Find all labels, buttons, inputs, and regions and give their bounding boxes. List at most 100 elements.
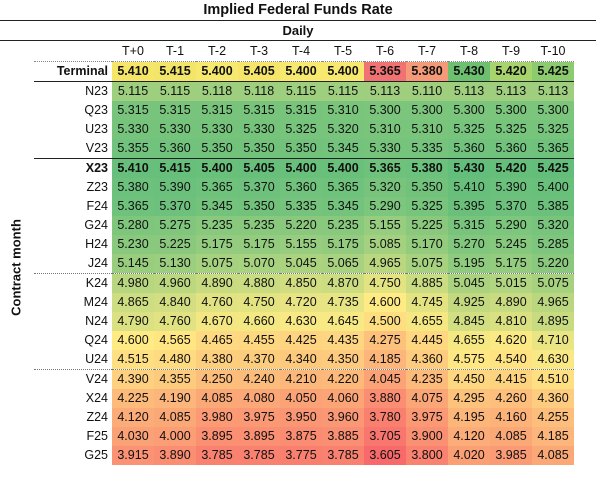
column-header-row: T+0 T-1 T-2 T-3 T-4 T-5 T-6 T-7 T-8 T-9 T-10 (34, 42, 574, 62)
rate-cell: 4.885 (406, 273, 448, 293)
rate-cell: 4.190 (154, 389, 196, 408)
rate-cell: 5.315 (448, 216, 490, 235)
rate-cell: 5.325 (448, 120, 490, 139)
rate-cell: 4.085 (154, 408, 196, 427)
rate-cell: 5.330 (238, 120, 280, 139)
column-header-t9: T-9 (490, 42, 532, 62)
rate-cell: 5.400 (280, 158, 322, 178)
rate-cell: 4.255 (532, 408, 574, 427)
rate-cell: 5.350 (196, 139, 238, 159)
rate-cell: 5.045 (280, 254, 322, 274)
rate-cell: 5.350 (238, 197, 280, 216)
row-label: Terminal (34, 61, 112, 82)
table-row-f25: F25 4.030 4.000 3.895 3.895 3.875 3.885 3.705 3.… (34, 427, 574, 446)
rate-cell: 5.118 (238, 81, 280, 101)
table-row-q24: Q24 4.600 4.565 4.465 4.455 4.425 4.435 4.275 4.… (34, 331, 574, 350)
rate-cell: 5.380 (406, 158, 448, 178)
row-label: H24 (85, 237, 108, 251)
rate-cell: 5.365 (112, 197, 154, 216)
rate-cell: 5.235 (196, 216, 238, 235)
rate-cell: 4.120 (112, 408, 154, 427)
rate-cell: 4.050 (280, 389, 322, 408)
rate-cell: 5.075 (196, 254, 238, 274)
rate-cell: 4.240 (238, 369, 280, 389)
rate-cell: 4.540 (490, 350, 532, 370)
rate-cell: 4.085 (196, 389, 238, 408)
rate-cell: 4.360 (532, 389, 574, 408)
rate-cell: 5.400 (322, 61, 364, 82)
rate-cell: 4.500 (364, 312, 406, 331)
rate-cell: 4.600 (112, 331, 154, 350)
rate-cell: 4.655 (448, 331, 490, 350)
table-row-n23: N23 5.115 5.115 5.118 5.118 5.115 5.115 5.113 5.… (34, 81, 574, 101)
rate-cell: 4.195 (448, 408, 490, 427)
rate-cell: 3.880 (364, 389, 406, 408)
rate-cell: 3.785 (196, 446, 238, 465)
rate-cell: 5.115 (154, 81, 196, 101)
row-label: K24 (34, 273, 112, 293)
rate-cell: 5.045 (448, 273, 490, 293)
column-header-t10: T-10 (532, 42, 574, 62)
rate-cell: 4.295 (448, 389, 490, 408)
rate-cell: 5.175 (196, 235, 238, 254)
rate-cell: 5.195 (448, 254, 490, 274)
rate-cell: 5.155 (364, 216, 406, 235)
title-divider (0, 20, 596, 21)
rate-cell: 4.750 (364, 273, 406, 293)
rate-cell: 5.430 (448, 158, 490, 178)
rate-cell: 4.370 (238, 350, 280, 370)
rate-cell: 3.975 (406, 408, 448, 427)
rate-cell: 4.810 (490, 312, 532, 331)
rate-cell: 4.445 (406, 331, 448, 350)
rate-cell: 5.230 (112, 235, 154, 254)
rate-cell: 4.895 (532, 312, 574, 331)
rate-cell: 5.360 (490, 139, 532, 159)
rate-cell: 3.875 (280, 427, 322, 446)
column-header-t2: T-2 (196, 42, 238, 62)
rate-cell: 5.360 (448, 139, 490, 159)
table-row-terminal: Terminal 5.410 5.415 5.400 5.405 5.400 5.400 5.… (34, 61, 574, 82)
rate-cell: 5.415 (154, 61, 196, 82)
rate-cell: 4.980 (112, 273, 154, 293)
row-label: Q23 (84, 103, 108, 117)
rate-cell: 4.735 (322, 293, 364, 312)
row-label: N23 (85, 84, 108, 98)
rate-cell: 5.405 (238, 158, 280, 178)
rate-cell: 5.365 (364, 61, 406, 82)
rate-cell: 3.605 (364, 446, 406, 465)
rate-cell: 5.325 (280, 120, 322, 139)
table-row-j24: J24 5.145 5.130 5.075 5.070 5.045 5.065 4.965 5.… (34, 254, 574, 274)
rate-cell: 5.290 (490, 216, 532, 235)
row-label: F24 (86, 199, 108, 213)
rate-cell: 4.250 (196, 369, 238, 389)
y-axis-label: Contract month (8, 219, 24, 316)
rate-cell: 5.330 (196, 120, 238, 139)
rate-cell: 4.360 (406, 350, 448, 370)
table-row-v24: V24 4.390 4.355 4.250 4.240 4.210 4.220 4.045 4.… (34, 369, 574, 389)
rate-cell: 5.315 (154, 101, 196, 120)
rate-cell: 4.030 (112, 427, 154, 446)
rate-cell: 4.340 (280, 350, 322, 370)
rate-cell: 5.320 (532, 216, 574, 235)
rate-cell: 5.345 (322, 197, 364, 216)
rate-cell: 5.330 (364, 139, 406, 159)
rate-cell: 5.365 (364, 158, 406, 178)
rate-cell: 4.060 (322, 389, 364, 408)
rate-cell: 4.760 (154, 312, 196, 331)
rate-cell: 5.365 (532, 139, 574, 159)
row-label: U24 (85, 352, 108, 366)
rate-cell: 5.325 (532, 120, 574, 139)
table-row-x23: X23 5.410 5.415 5.400 5.405 5.400 5.400 5.365 5.… (34, 158, 574, 178)
rate-cell: 5.113 (364, 81, 406, 101)
rate-cell: 4.080 (238, 389, 280, 408)
table-row-k24: K24 4.980 4.960 4.890 4.880 4.850 4.870 4.750 4.… (34, 273, 574, 293)
rate-cell: 5.115 (112, 81, 154, 101)
rate-cell: 3.785 (238, 446, 280, 465)
row-label: V24 (34, 369, 112, 389)
corner-cell (34, 42, 112, 62)
rate-cell: 3.895 (196, 427, 238, 446)
rate-cell: 4.790 (112, 312, 154, 331)
rate-cell: 5.370 (490, 197, 532, 216)
column-header-t8: T-8 (448, 42, 490, 62)
rate-cell: 4.435 (322, 331, 364, 350)
